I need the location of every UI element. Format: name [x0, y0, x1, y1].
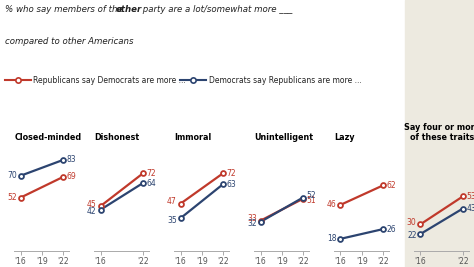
Text: 35: 35	[167, 215, 177, 225]
Text: compared to other Americans: compared to other Americans	[5, 37, 133, 46]
Text: 64: 64	[147, 179, 156, 187]
Text: 46: 46	[327, 200, 337, 209]
Text: Dishonest: Dishonest	[94, 133, 139, 142]
Text: 83: 83	[67, 155, 76, 164]
Text: 51: 51	[307, 196, 316, 205]
Text: Immoral: Immoral	[174, 133, 211, 142]
Text: Democrats say Republicans are more ...: Democrats say Republicans are more ...	[209, 76, 361, 85]
Text: party are a lot/somewhat more ___: party are a lot/somewhat more ___	[140, 5, 292, 14]
Text: 52: 52	[7, 193, 17, 202]
Text: 63: 63	[227, 180, 237, 189]
Text: 22: 22	[407, 231, 417, 240]
Text: 42: 42	[87, 207, 97, 216]
Text: 32: 32	[247, 219, 257, 228]
Text: 43: 43	[467, 204, 474, 213]
Text: 70: 70	[7, 171, 17, 180]
Title: Say four or more
of these traits: Say four or more of these traits	[404, 123, 474, 142]
Text: Lazy: Lazy	[334, 133, 355, 142]
Text: 62: 62	[387, 181, 396, 190]
Text: other: other	[116, 5, 142, 14]
Text: 53: 53	[467, 192, 474, 201]
Text: 18: 18	[327, 234, 337, 243]
Text: 45: 45	[87, 200, 97, 209]
Text: 52: 52	[307, 191, 316, 200]
Text: 26: 26	[387, 225, 396, 234]
Text: 72: 72	[227, 169, 237, 178]
Text: 72: 72	[147, 169, 156, 178]
Text: 30: 30	[407, 218, 417, 227]
Text: % who say members of the: % who say members of the	[5, 5, 125, 14]
Text: 47: 47	[167, 197, 177, 206]
Text: 33: 33	[247, 214, 257, 223]
Text: Unintelligent: Unintelligent	[254, 133, 313, 142]
Text: Republicans say Democrats are more ...: Republicans say Democrats are more ...	[33, 76, 186, 85]
Text: Closed-minded: Closed-minded	[14, 133, 82, 142]
Text: 69: 69	[67, 172, 77, 182]
